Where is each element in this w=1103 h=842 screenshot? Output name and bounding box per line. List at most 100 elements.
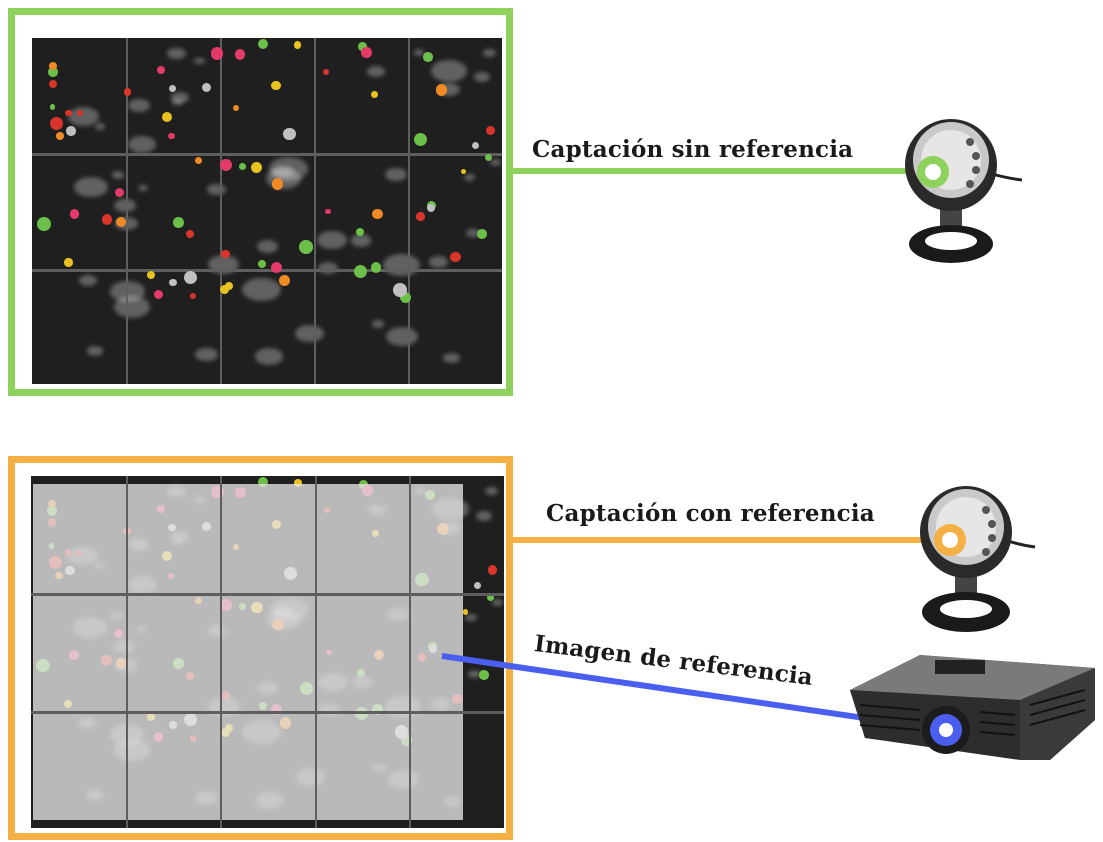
climbing-hold: [299, 240, 313, 254]
climbing-hold: [270, 262, 282, 274]
climbing-hold: [224, 282, 233, 290]
climbing-hold: [450, 251, 462, 263]
climbing-hold: [146, 271, 155, 280]
climbing-hold: [69, 208, 80, 219]
climbing-hold: [123, 88, 132, 96]
climbing-hold: [283, 127, 296, 141]
climbing-hold: [322, 68, 329, 75]
chalk-mark: [194, 57, 206, 65]
chalk-mark: [491, 599, 503, 607]
climbing-hold: [168, 133, 175, 140]
climbing-hold: [271, 178, 284, 190]
climbing-hold: [157, 66, 165, 75]
climbing-hold: [154, 290, 164, 300]
webcam-icon: [920, 486, 1036, 632]
chalk-mark: [443, 353, 460, 364]
chalk-mark: [94, 123, 106, 130]
chalk-mark: [127, 98, 150, 112]
climbing-hold: [185, 230, 195, 239]
climbing-hold: [294, 479, 302, 487]
climbing-hold: [413, 132, 428, 147]
wall-panel-seam: [126, 38, 128, 384]
chalk-mark: [463, 174, 475, 181]
wall-panel-seam: [31, 710, 504, 714]
chalk-mark: [295, 325, 325, 343]
climbing-hold: [293, 41, 301, 49]
climbing-hold: [49, 116, 64, 130]
chalk-mark: [413, 49, 425, 56]
climbing-hold: [257, 476, 269, 487]
climbing-hold: [399, 292, 411, 304]
chalk-mark: [465, 614, 477, 622]
climbing-hold: [353, 264, 367, 278]
chalk-mark: [128, 136, 157, 154]
wall-panel-seam: [408, 38, 410, 384]
wall-panel-seam: [220, 38, 222, 384]
chalk-mark: [111, 171, 125, 180]
chalk-mark: [86, 345, 104, 357]
chalk-mark: [256, 240, 278, 253]
projected-reference-overlay: [33, 484, 463, 820]
chalk-mark: [317, 231, 347, 249]
climbing-hold: [435, 84, 448, 97]
climbing-hold: [416, 212, 425, 221]
chalk-mark: [372, 320, 385, 328]
climbing-hold: [64, 258, 73, 267]
chalk-mark: [367, 66, 385, 77]
wall-panel-seam: [409, 476, 412, 828]
climbing-hold: [169, 278, 177, 287]
climbing-hold: [183, 270, 197, 284]
label-capture-with-reference: Captación con referencia: [546, 500, 875, 527]
climbing-hold: [232, 105, 239, 112]
chalk-mark: [78, 274, 98, 286]
wall-panel-seam: [31, 593, 504, 597]
climbing-hold: [358, 42, 367, 51]
climbing-hold: [48, 67, 58, 77]
climbing-hold: [49, 104, 56, 110]
climbing-hold: [473, 581, 481, 589]
chalk-mark: [385, 167, 408, 181]
climbing-hold: [234, 49, 246, 60]
climbing-hold: [485, 125, 496, 136]
climbing-hold: [36, 217, 51, 232]
climbing-hold: [355, 228, 364, 237]
climbing-hold: [221, 249, 230, 259]
climbing-hold: [487, 565, 498, 575]
wall-panel-seam: [314, 38, 316, 384]
capture-line-green: [512, 168, 932, 174]
climbing-hold: [65, 109, 73, 117]
climbing-hold: [471, 141, 479, 150]
climbing-hold: [189, 292, 197, 300]
chalk-mark: [113, 296, 151, 319]
wall-panel-seam: [314, 476, 317, 828]
climbing-hold: [484, 153, 493, 162]
chalk-mark: [429, 256, 448, 268]
chalk-mark: [273, 165, 293, 178]
climbing-hold: [257, 38, 268, 49]
chalk-mark: [482, 48, 497, 57]
chalk-mark: [269, 157, 309, 182]
climbing-hold: [168, 85, 176, 93]
climbing-hold: [360, 46, 372, 58]
wall-panel-seam: [220, 476, 223, 828]
chalk-mark: [484, 486, 499, 495]
chalk-mark: [468, 670, 482, 679]
climbing-hold: [462, 609, 468, 615]
chalk-mark: [473, 72, 491, 83]
chalk-mark: [67, 107, 99, 126]
climbing-hold: [238, 163, 246, 171]
climbing-hold: [486, 593, 495, 602]
chalk-mark: [466, 228, 480, 237]
climbing-hold: [258, 260, 267, 269]
climbing-hold: [423, 52, 433, 62]
climbing-hold: [48, 79, 57, 88]
chalk-mark: [113, 199, 136, 213]
climbing-hold: [325, 208, 331, 215]
climbing-hold: [372, 208, 383, 219]
chalk-mark: [207, 184, 226, 196]
wall-panel-seam: [125, 476, 128, 828]
climbing-hold: [101, 213, 113, 225]
climbing-hold: [56, 132, 64, 140]
climbing-hold: [279, 275, 291, 287]
